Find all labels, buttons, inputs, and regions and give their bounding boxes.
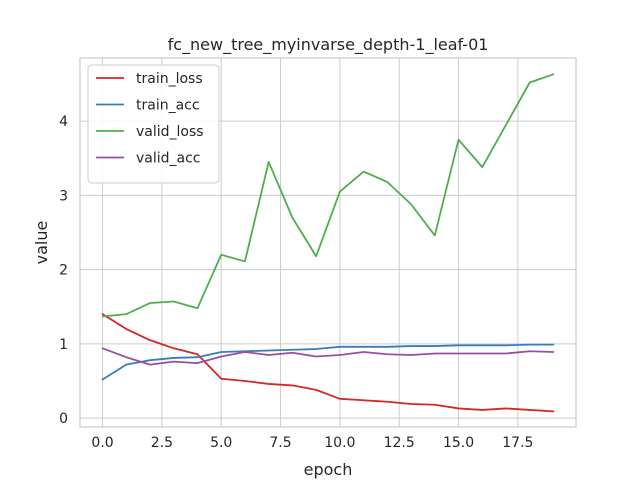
x-tick-label: 0.0 bbox=[91, 435, 113, 451]
x-tick-label: 10.0 bbox=[324, 435, 355, 451]
legend-label: valid_loss bbox=[136, 124, 204, 140]
series-line-valid-acc bbox=[101, 347, 555, 366]
y-tick-label: 1 bbox=[59, 337, 68, 353]
legend: train_loss train_acc valid_loss valid_acc bbox=[87, 64, 220, 184]
y-tick-label: 0 bbox=[59, 411, 68, 427]
x-tick-label: 12.5 bbox=[384, 435, 415, 451]
legend-label: train_acc bbox=[136, 98, 200, 114]
legend-label: train_loss bbox=[136, 71, 203, 87]
x-tick-label: 15.0 bbox=[443, 435, 474, 451]
x-tick-label: 7.5 bbox=[269, 435, 291, 451]
y-tick-label: 4 bbox=[59, 114, 68, 130]
series-line-valid-loss bbox=[101, 73, 555, 318]
y-tick-label: 2 bbox=[59, 263, 68, 279]
y-tick-label: 3 bbox=[59, 188, 68, 204]
x-axis-label: epoch bbox=[304, 460, 353, 479]
series-line-train-loss bbox=[101, 313, 555, 413]
legend-label: valid_acc bbox=[136, 151, 201, 167]
x-tick-label: 17.5 bbox=[502, 435, 533, 451]
plot-frame bbox=[79, 57, 577, 428]
series-line-train-acc bbox=[101, 343, 555, 381]
series-lines bbox=[101, 73, 555, 413]
grid bbox=[80, 58, 576, 427]
x-tick-label: 2.5 bbox=[151, 435, 173, 451]
y-axis-label: value bbox=[32, 221, 51, 265]
tick-labels: 0.0 2.5 5.0 7.5 10.0 12.5 15.0 17.5 0 1 2 3 4 bbox=[59, 114, 533, 451]
x-tick-label: 5.0 bbox=[210, 435, 232, 451]
chart-title: fc_new_tree_myinvarse_depth-1_leaf-01 bbox=[168, 35, 489, 55]
legend-box bbox=[87, 64, 220, 184]
